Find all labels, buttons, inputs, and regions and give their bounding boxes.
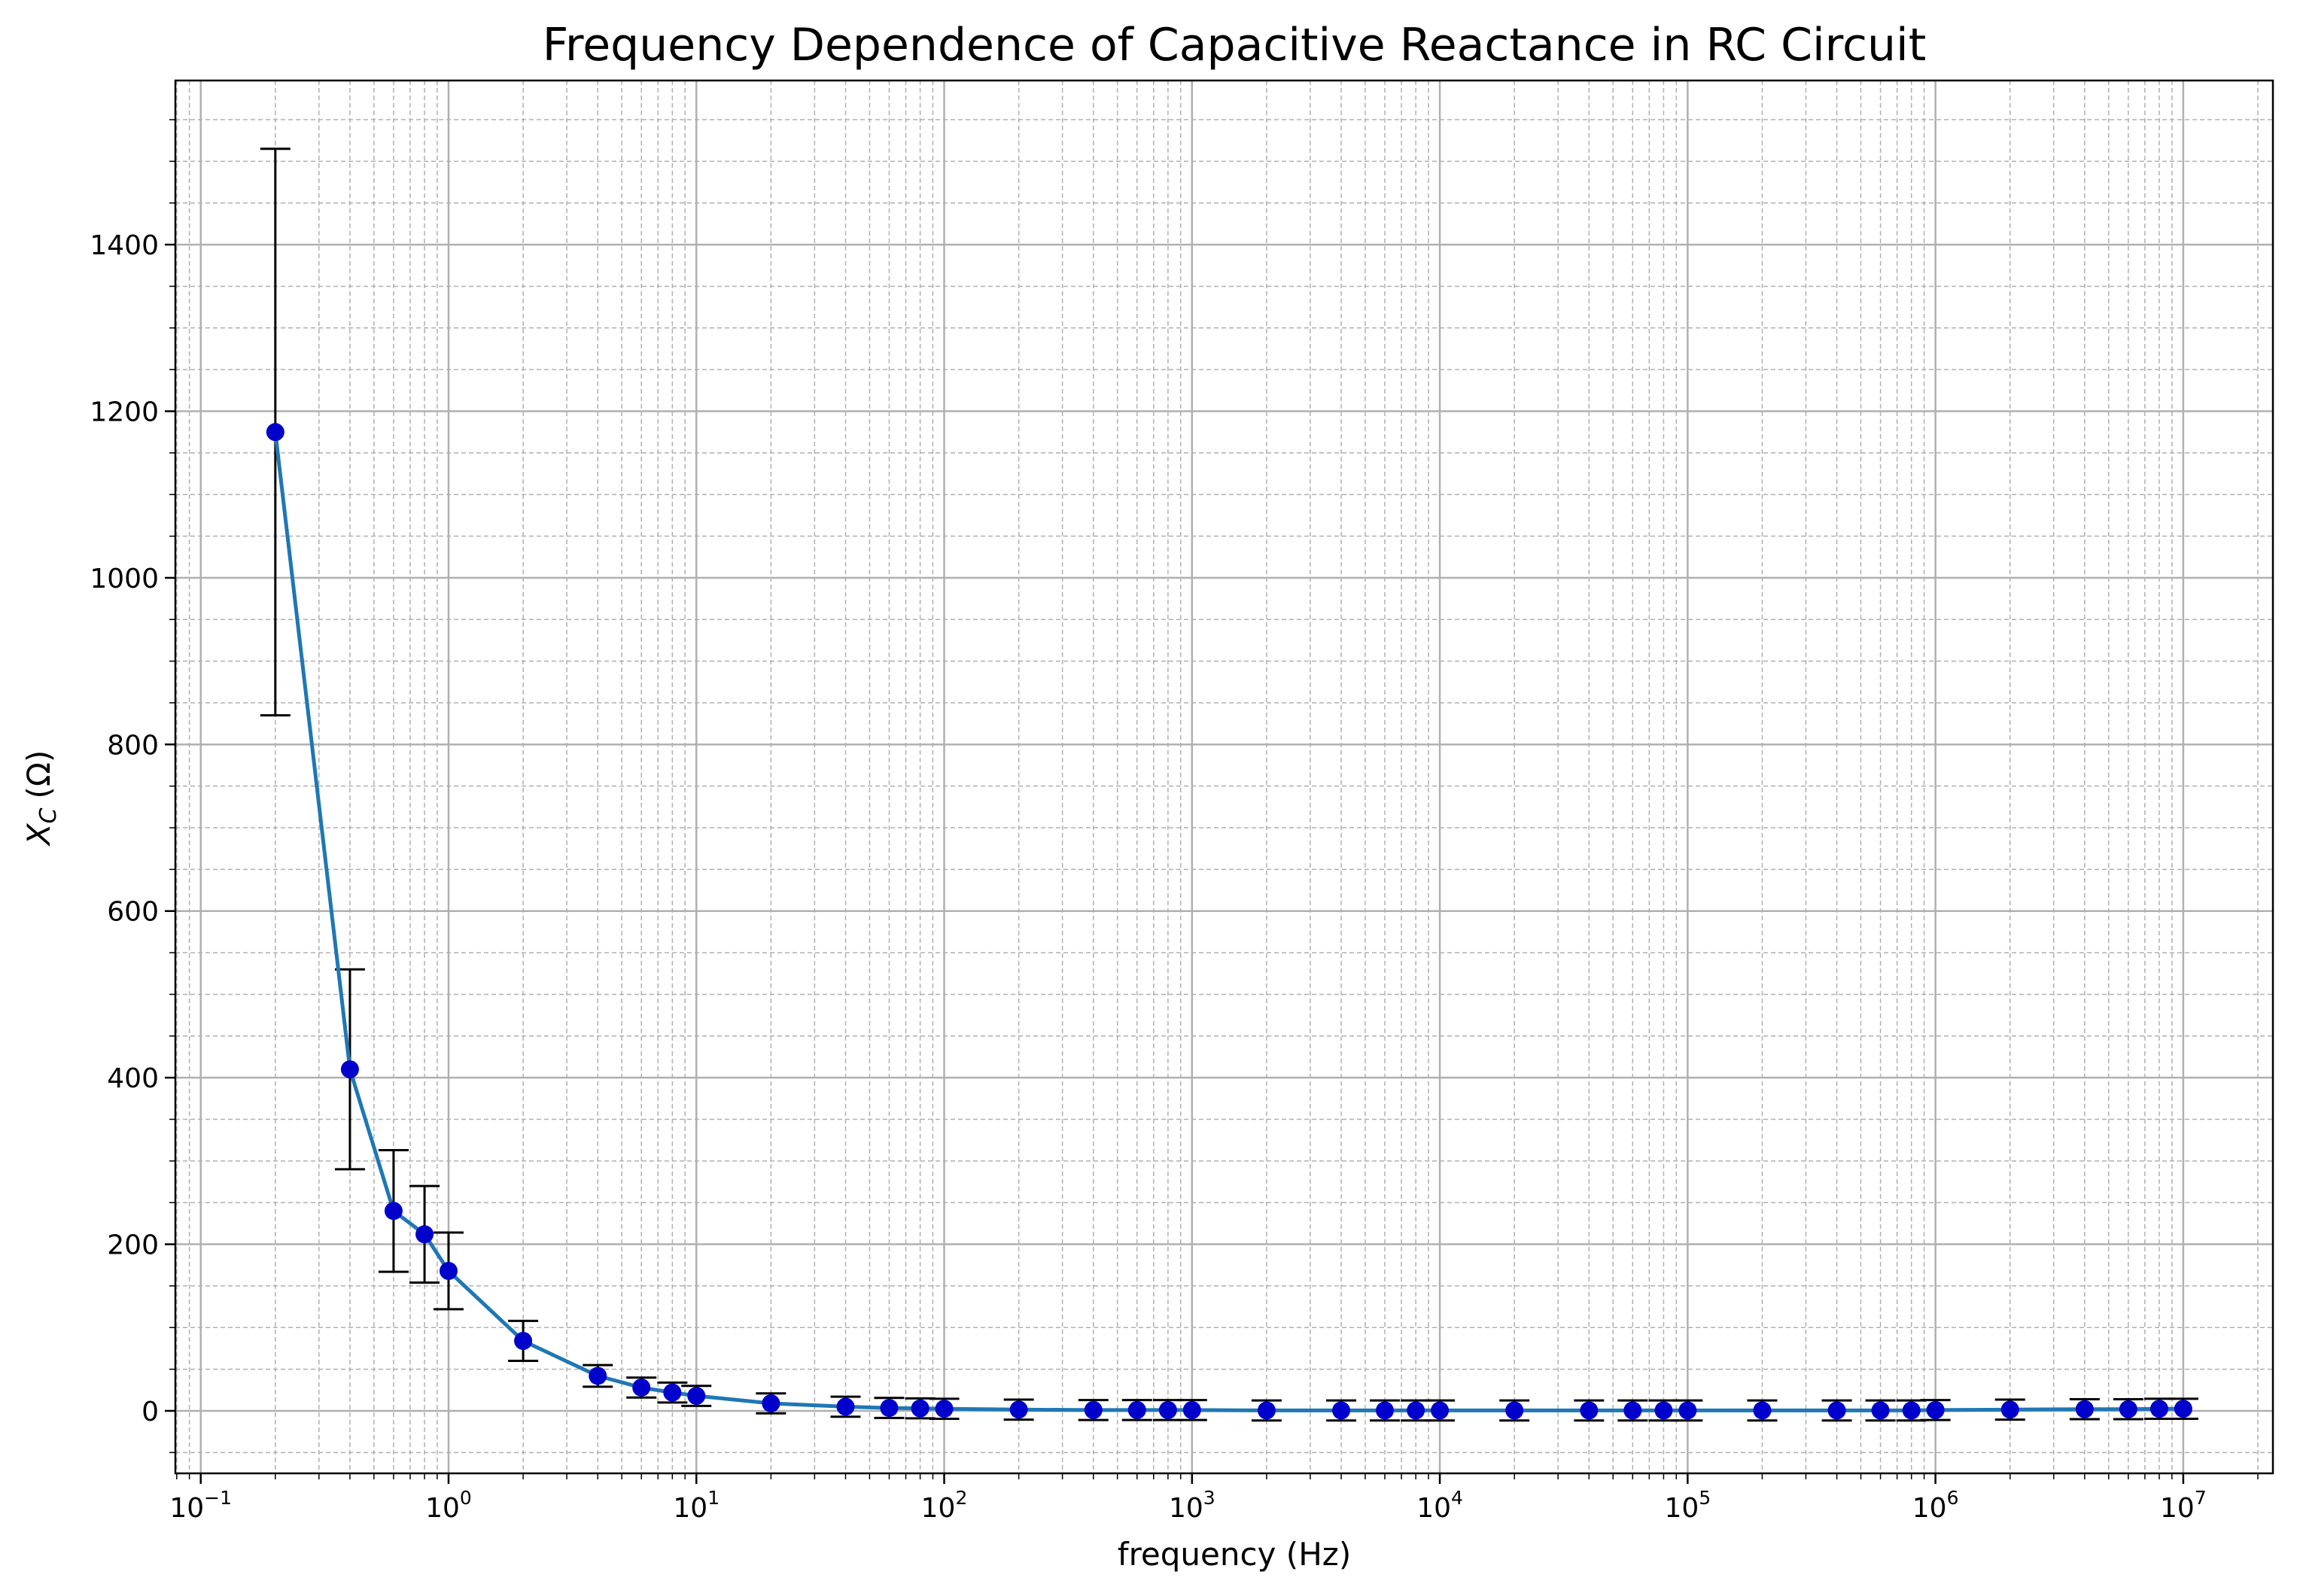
x-tick-label: 103	[1169, 1487, 1215, 1524]
x-tick-label-base: 10	[1912, 1493, 1947, 1524]
data-point	[2174, 1400, 2192, 1418]
data-point	[880, 1399, 899, 1418]
data-point	[632, 1378, 651, 1397]
x-tick-label-base: 10	[1169, 1493, 1203, 1524]
data-point	[589, 1366, 607, 1385]
data-point	[266, 423, 284, 442]
data-point	[1009, 1400, 1028, 1419]
x-tick-label-base: 10	[2160, 1493, 2195, 1524]
data-point	[340, 1060, 359, 1079]
x-tick-label-base: 10	[1664, 1493, 1699, 1524]
data-point	[1678, 1401, 1697, 1420]
data-point	[514, 1331, 533, 1350]
data-point	[1431, 1401, 1450, 1420]
data-point	[1407, 1401, 1425, 1420]
data-point	[2149, 1400, 2168, 1418]
y-axis-label-sub: C	[35, 808, 62, 824]
x-axis-label: frequency (Hz)	[1118, 1536, 1351, 1573]
data-point	[1084, 1400, 1103, 1419]
data-point	[911, 1399, 929, 1418]
data-point	[935, 1400, 954, 1418]
y-axis-label: XC (Ω)	[20, 750, 62, 847]
data-point	[1182, 1400, 1201, 1419]
y-axis-label-unit: (Ω)	[20, 750, 57, 799]
x-tick-label-exponent: 4	[1451, 1487, 1463, 1509]
x-tick-label-exponent: 5	[1699, 1487, 1711, 1509]
x-tick-label-base: 10	[425, 1493, 460, 1524]
y-tick-label: 400	[107, 1063, 159, 1094]
data-point	[2119, 1400, 2137, 1418]
data-point	[1654, 1401, 1673, 1420]
y-axis-label-var: X	[20, 822, 57, 847]
y-tick-label: 600	[107, 897, 159, 928]
data-point	[836, 1397, 855, 1416]
data-point	[1926, 1400, 1945, 1419]
data-point	[1623, 1401, 1642, 1420]
data-point	[1871, 1401, 1890, 1420]
data-point	[2075, 1400, 2094, 1418]
x-tick-label: 100	[425, 1487, 472, 1524]
data-point	[1376, 1401, 1395, 1420]
data-point	[439, 1261, 458, 1280]
data-point	[1902, 1401, 1921, 1420]
x-tick-label-base: 10	[673, 1493, 707, 1524]
series-line	[273, 431, 2183, 1412]
data-point	[1753, 1401, 1772, 1420]
x-tick-label: 102	[921, 1487, 968, 1524]
y-tick-label: 1400	[90, 230, 159, 261]
data-point	[1827, 1401, 1846, 1420]
data-point	[663, 1383, 682, 1402]
x-tick-label-base: 10	[921, 1493, 956, 1524]
data-markers	[266, 423, 2192, 1420]
data-point	[1580, 1401, 1599, 1420]
axis-ticks	[165, 119, 2259, 1484]
x-tick-label-exponent: −1	[204, 1487, 232, 1509]
data-point	[762, 1394, 780, 1413]
x-tick-label-base: 10	[1416, 1493, 1451, 1524]
y-tick-label: 200	[107, 1230, 159, 1261]
x-tick-label: 107	[2160, 1487, 2207, 1524]
y-tick-label: 1000	[90, 564, 159, 594]
y-tick-label: 1200	[90, 397, 159, 428]
x-tick-label-exponent: 0	[460, 1487, 472, 1509]
data-point	[1332, 1401, 1351, 1420]
x-tick-label: 106	[1912, 1487, 1959, 1524]
x-tick-label: 101	[673, 1487, 720, 1524]
data-point	[1505, 1401, 1524, 1420]
x-tick-label-exponent: 2	[955, 1487, 967, 1509]
x-tick-label: 104	[1416, 1487, 1463, 1524]
data-point	[1127, 1400, 1146, 1419]
data-point	[1257, 1401, 1276, 1420]
x-tick-label-exponent: 3	[1203, 1487, 1215, 1509]
chart-title: Frequency Dependence of Capacitive React…	[543, 19, 1926, 71]
plot-frame	[174, 79, 2274, 1475]
x-tick-label-base: 10	[169, 1493, 204, 1524]
x-tick-label-exponent: 1	[707, 1487, 720, 1509]
y-tick-label: 0	[141, 1397, 159, 1427]
data-point	[2000, 1400, 2019, 1419]
x-tick-label-exponent: 6	[1947, 1487, 1959, 1509]
data-point	[687, 1387, 706, 1406]
tick-labels: 10−1 100 101 102 103 104 105 106 107020040060080…	[90, 230, 2206, 1524]
data-point	[1158, 1400, 1177, 1419]
minor-grid	[175, 81, 2273, 1473]
y-tick-label: 800	[107, 730, 159, 761]
x-tick-label: 10−1	[169, 1487, 232, 1524]
data-point	[415, 1225, 434, 1244]
x-tick-label: 105	[1664, 1487, 1711, 1524]
x-tick-label-exponent: 7	[2195, 1487, 2207, 1509]
data-point	[384, 1202, 403, 1221]
